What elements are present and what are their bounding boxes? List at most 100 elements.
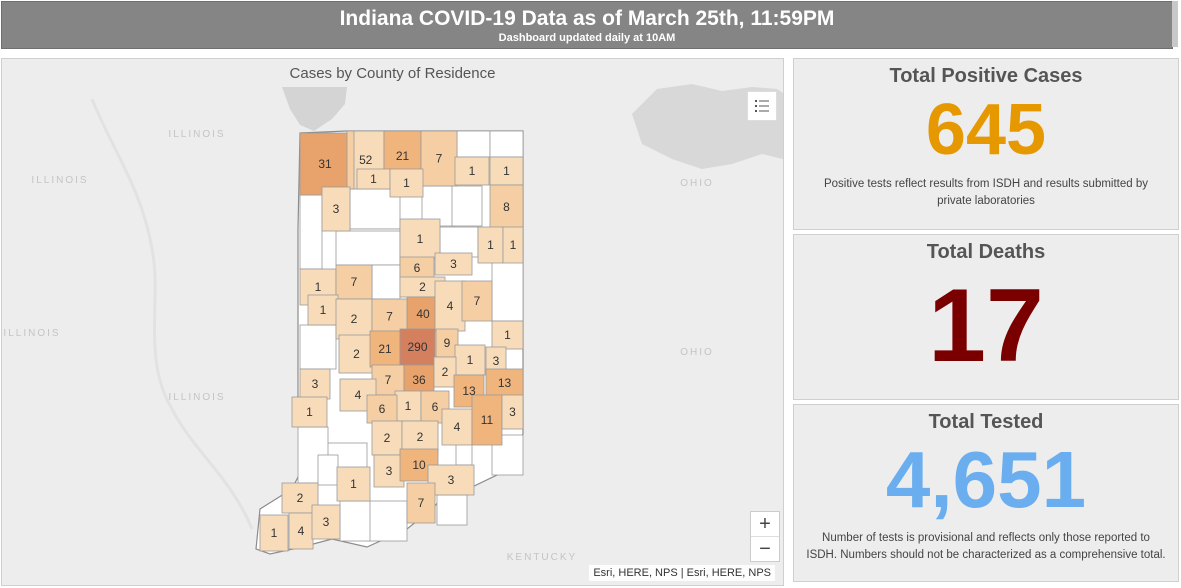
deaths-card: Total Deaths 17	[793, 234, 1179, 400]
lake-michigan	[282, 87, 347, 131]
county-case-count: 1	[504, 328, 511, 342]
county-shape[interactable]	[420, 130, 458, 187]
county-case-count: 10	[412, 458, 426, 472]
county-case-count: 2	[353, 347, 360, 361]
county-no-cases[interactable]	[439, 226, 479, 258]
county-shape[interactable]	[501, 394, 524, 430]
county-map-panel[interactable]: Cases by County of Residence ILLINOIS IL…	[1, 58, 784, 586]
county-case-count: 13	[462, 384, 476, 398]
county-no-cases[interactable]	[317, 454, 339, 486]
county-shape[interactable]	[307, 294, 339, 326]
county-no-cases[interactable]	[366, 500, 408, 542]
county-case-count: 3	[509, 405, 516, 419]
county-shape[interactable]	[288, 512, 314, 550]
county-shape[interactable]	[335, 298, 373, 340]
dashboard-header: Indiana COVID-19 Data as of March 25th, …	[1, 1, 1173, 49]
legend-list-icon[interactable]	[747, 91, 777, 121]
county-shape[interactable]	[321, 186, 351, 232]
positive-cases-note: Positive tests reflect results from ISDH…	[823, 178, 1149, 207]
county-case-count: 13	[498, 376, 512, 390]
county-case-count: 2	[366, 153, 373, 167]
county-shape[interactable]	[434, 252, 473, 276]
county-no-cases[interactable]	[371, 264, 401, 300]
zoom-in-button[interactable]: +	[759, 513, 771, 535]
county-shape[interactable]	[401, 420, 439, 454]
county-case-count: 290	[407, 340, 427, 354]
county-shape[interactable]	[454, 156, 490, 186]
county-shape[interactable]	[338, 334, 375, 374]
tested-note: Number of tests is provisional and refle…	[806, 532, 1166, 561]
county-shape[interactable]	[489, 184, 524, 230]
county-shape[interactable]	[369, 330, 401, 368]
county-case-count: 7	[436, 152, 443, 166]
county-case-count: 6	[432, 400, 439, 414]
county-case-count: 8	[503, 200, 510, 214]
county-case-count: 1	[271, 526, 278, 540]
zoom-divider	[751, 536, 779, 537]
county-shape[interactable]	[433, 356, 457, 388]
county-case-count: 2	[419, 280, 426, 294]
county-no-cases[interactable]	[489, 130, 524, 158]
county-case-count: 2	[297, 491, 304, 505]
county-shape[interactable]	[477, 226, 504, 264]
basemap-label: ILLINOIS	[3, 328, 60, 339]
county-no-cases[interactable]	[299, 194, 323, 270]
county-case-count: 1	[503, 164, 510, 178]
county-no-cases[interactable]	[299, 324, 337, 370]
county-shape[interactable]	[489, 156, 524, 186]
county-case-count: 2	[442, 365, 449, 379]
county-shape[interactable]	[336, 466, 371, 502]
county-shape[interactable]	[406, 482, 436, 524]
county-case-count: 36	[412, 373, 426, 387]
zoom-out-button[interactable]: −	[759, 538, 771, 560]
scrollbar-thumb[interactable]	[1172, 1, 1178, 47]
county-shape[interactable]	[399, 218, 441, 260]
county-case-count: 3	[333, 202, 340, 216]
tested-card: Total Tested 4,651 Number of tests is pr…	[793, 404, 1179, 582]
county-shape[interactable]	[311, 504, 341, 540]
zoom-control: + −	[750, 511, 780, 562]
county-case-count: 7	[351, 275, 358, 289]
county-no-cases[interactable]	[436, 494, 468, 526]
county-shape[interactable]	[299, 132, 351, 196]
county-shape[interactable]	[299, 368, 331, 400]
county-shape[interactable]	[502, 226, 524, 264]
deaths-label: Total Deaths	[926, 241, 1046, 263]
deaths-value: 17	[928, 268, 1044, 384]
basemap-label: OHIO	[680, 178, 714, 189]
basemap-label: OHIO	[680, 347, 714, 358]
county-map[interactable]: ILLINOIS ILLINOIS ILLINOIS ILLINOIS OHIO…	[2, 59, 783, 585]
county-shape[interactable]	[394, 390, 422, 422]
county-shape[interactable]	[291, 396, 328, 428]
county-case-count: 5	[359, 153, 366, 167]
county-no-cases[interactable]	[451, 185, 483, 227]
county-case-count: 4	[298, 524, 305, 538]
county-shape[interactable]	[491, 320, 524, 350]
county-shape[interactable]	[259, 514, 289, 552]
county-case-count: 7	[474, 294, 481, 308]
county-shape[interactable]	[366, 394, 398, 424]
river-line	[90, 98, 254, 530]
county-no-cases[interactable]	[335, 230, 401, 266]
dashboard-subtitle: Dashboard updated daily at 10AM	[498, 32, 676, 44]
county-case-count: 6	[379, 402, 386, 416]
basemap-label: ILLINOIS	[168, 129, 225, 140]
county-shape[interactable]	[373, 454, 405, 488]
county-shape[interactable]	[399, 328, 436, 366]
county-shape[interactable]	[441, 408, 473, 446]
county-no-cases[interactable]	[491, 258, 524, 322]
county-case-count: 7	[418, 496, 425, 510]
county-case-count: 1	[370, 172, 377, 186]
county-case-count: 1	[403, 176, 410, 190]
tested-label: Total Tested	[928, 411, 1044, 433]
positive-cases-value: 645	[925, 90, 1047, 170]
positive-cases-card: Total Positive Cases 645 Positive tests …	[793, 58, 1179, 230]
county-no-cases[interactable]	[456, 130, 491, 158]
county-case-count: 31	[318, 157, 332, 171]
county-shape[interactable]	[389, 168, 424, 198]
basemap-label: ILLINOIS	[168, 392, 225, 403]
county-no-cases[interactable]	[339, 500, 371, 542]
county-shape[interactable]	[434, 280, 466, 332]
county-shape[interactable]	[461, 280, 493, 322]
county-shape[interactable]	[427, 464, 475, 496]
